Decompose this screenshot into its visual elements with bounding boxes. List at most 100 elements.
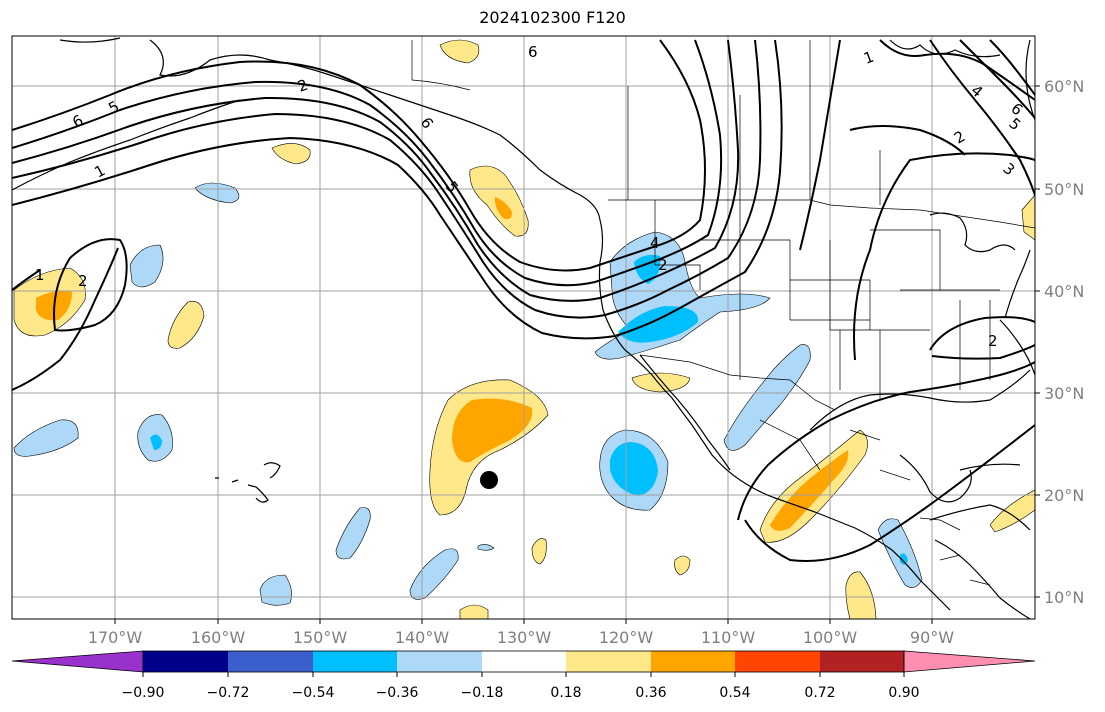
central-america-borders — [919, 517, 991, 586]
lat-label: 30°N — [1044, 384, 1084, 403]
colorbar-bin — [313, 651, 397, 672]
negative-anomaly-region — [477, 544, 495, 551]
positive-anomaly-region — [631, 372, 691, 393]
colorbar-tick-label: −0.72 — [207, 685, 250, 701]
positive-anomaly-region — [167, 301, 205, 349]
lon-label: 140°W — [395, 628, 450, 647]
contour-label: 6 — [417, 114, 437, 132]
caribbean-islands — [959, 463, 1021, 471]
lon-label: 150°W — [293, 628, 348, 647]
contour-labels: 6 5 1 6 6 5 4 2 1 2 1 2 2 4 5 6 3 2 — [35, 43, 1026, 350]
lat-label: 60°N — [1044, 77, 1084, 96]
lat-label: 10°N — [1044, 588, 1084, 607]
contour-label: 2 — [78, 272, 88, 290]
us-states — [654, 200, 1000, 400]
contour-label: 4 — [650, 234, 660, 252]
gulf-of-mexico-coast — [809, 369, 1031, 503]
north-america-west-coast — [598, 219, 951, 611]
negative-anomaly-region — [129, 244, 164, 288]
contour-label: 2 — [988, 332, 998, 350]
contour-label: 1 — [35, 266, 45, 284]
aleutian-islands — [12, 99, 241, 191]
contour-east-ridge — [799, 39, 1035, 251]
canadian-provinces — [627, 40, 881, 205]
colorbar-extend-min — [11, 650, 144, 673]
negative-anomaly-region — [409, 548, 459, 600]
lon-label: 170°W — [88, 628, 143, 647]
lon-label: 100°W — [803, 628, 858, 647]
colorbar-tick-label: 0.90 — [888, 685, 919, 701]
negative-anomaly-region — [610, 442, 658, 496]
positive-anomaly-region — [494, 197, 512, 220]
great-lakes — [929, 212, 1016, 253]
map-panel: 6 5 1 6 6 5 4 2 1 2 1 2 2 4 5 6 3 2 — [12, 36, 1035, 619]
lat-label: 20°N — [1044, 486, 1084, 505]
lon-label: 120°W — [599, 628, 654, 647]
positive-anomaly-region — [439, 39, 480, 64]
contour-4-west — [12, 39, 740, 302]
negative-anomaly-region — [13, 419, 79, 457]
contour-label: 3 — [999, 159, 1018, 179]
contour-5-west — [12, 39, 723, 287]
political-borders — [411, 40, 1035, 586]
positive-anomaly-region — [674, 555, 691, 576]
contour-label: 6 — [528, 43, 538, 61]
contour-6-west — [12, 39, 706, 272]
colorbar-extend-max — [903, 650, 1036, 673]
negative-anomaly-region — [194, 182, 240, 204]
colorbar-bin — [397, 651, 482, 672]
east-coast — [999, 249, 1035, 376]
contour-2-west — [12, 39, 783, 340]
hawaii-islands — [215, 462, 281, 503]
lat-label: 50°N — [1044, 180, 1084, 199]
lon-labels: 170°W 160°W 150°W 140°W 130°W 120°W 110°… — [88, 628, 954, 647]
negative-anomaly-region — [900, 553, 908, 565]
colorbar-bin — [566, 651, 651, 672]
lon-ticks — [114, 619, 933, 624]
alaska-coastline — [59, 37, 601, 221]
colorbar-tick-label: 0.18 — [550, 685, 581, 701]
lat-labels: 60°N 50°N 40°N 30°N 20°N 10°N — [1044, 77, 1084, 607]
negative-anomaly-region — [150, 434, 162, 450]
colorbar-bin — [735, 651, 820, 672]
positive-anomaly-region — [459, 604, 489, 619]
lon-label: 110°W — [701, 628, 756, 647]
colorbar-tick-label: −0.36 — [376, 685, 419, 701]
colorbar: −0.90 −0.72 −0.54 −0.36 −0.18 0.18 0.36 … — [11, 650, 1036, 701]
colorbar-tick-label: 0.54 — [719, 685, 750, 701]
us-mexico-border — [639, 354, 836, 411]
colorbar-tick-label: −0.18 — [461, 685, 504, 701]
lat-label: 40°N — [1044, 282, 1084, 301]
colorbar-tick-label: −0.90 — [122, 685, 165, 701]
colorbar-bin — [143, 651, 228, 672]
us-canada-border — [608, 199, 1035, 229]
contour-label: 4 — [967, 81, 986, 101]
positive-anomaly-region — [845, 571, 877, 619]
coastlines — [12, 37, 1035, 619]
negative-anomaly-region — [335, 507, 371, 560]
positive-anomaly-region — [452, 398, 533, 463]
contour-subtropical-ridge — [849, 125, 1035, 361]
storm-position-dot — [480, 471, 498, 489]
lat-ticks — [1035, 85, 1040, 598]
negative-anomaly-region — [723, 344, 811, 451]
contour-closed-low-east — [929, 316, 1035, 360]
contour-east-trough — [929, 39, 1035, 196]
positive-anomaly-region — [770, 450, 849, 531]
lon-label: 90°W — [910, 628, 954, 647]
baja-california — [639, 354, 731, 471]
contour-3-west — [12, 39, 762, 319]
negative-anomaly-region — [594, 231, 771, 360]
positive-anomaly-region — [989, 489, 1035, 533]
colorbar-bin — [651, 651, 735, 672]
positive-anomaly-region — [1021, 194, 1035, 241]
contour-mexico-arc — [737, 361, 1035, 562]
lon-label: 130°W — [497, 628, 552, 647]
geopotential-contours — [12, 39, 1035, 562]
colorbar-bin — [228, 651, 313, 672]
negative-anomaly-region — [618, 306, 699, 343]
positive-anomaly-region — [531, 538, 547, 565]
contour-closed-low-west — [53, 238, 128, 332]
colorbar-tick-label: 0.72 — [804, 685, 835, 701]
